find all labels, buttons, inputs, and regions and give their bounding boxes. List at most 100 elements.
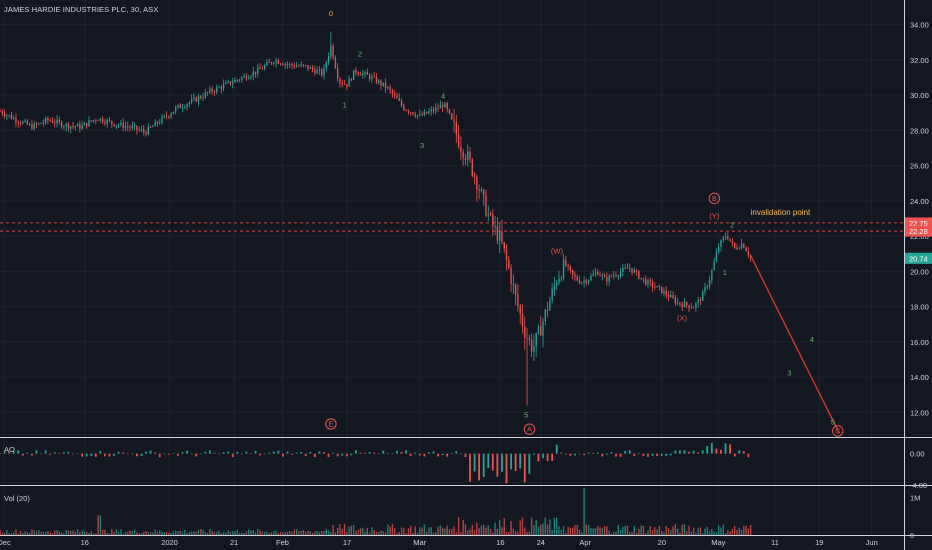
ao-bar [528, 453, 531, 474]
volume-bar [170, 532, 172, 535]
candle-body [708, 279, 711, 287]
volume-bar [556, 517, 558, 535]
volume-bar [654, 527, 656, 535]
volume-bar [316, 531, 318, 535]
volume-bar [81, 530, 83, 535]
volume-bar [179, 530, 181, 535]
candle-body [350, 78, 353, 81]
invalidation-label: invalidation point [751, 208, 811, 217]
candle-body [28, 124, 31, 125]
volume-bar [489, 528, 492, 535]
volume-bar [699, 527, 702, 535]
volume-bar [638, 528, 640, 535]
volume-bar [270, 532, 273, 535]
volume-bar [396, 533, 398, 535]
volume-bar [535, 520, 537, 535]
candle-body [332, 45, 334, 58]
candle-body [695, 303, 697, 308]
volume-bar [676, 528, 679, 535]
candle-body [414, 114, 416, 117]
candle-body [321, 69, 323, 76]
ao-bar [350, 453, 353, 456]
ao-bar [432, 451, 435, 454]
candle-body [483, 189, 485, 196]
volume-bar [467, 530, 469, 535]
volume-bar [435, 532, 437, 535]
projection-line[interactable] [750, 255, 841, 434]
candle-body [670, 294, 672, 298]
candle-body [113, 123, 115, 127]
volume-bar [263, 531, 266, 535]
volume-bar [629, 532, 631, 535]
candle-body [284, 63, 286, 66]
wave-label: (W) [551, 247, 564, 256]
ao-bar [532, 453, 535, 455]
ao-bar [710, 442, 713, 454]
volume-bar [601, 528, 604, 535]
candle-body [136, 125, 138, 130]
volume-bar [202, 529, 204, 535]
volume-bar [209, 529, 211, 535]
candle-body [462, 151, 464, 158]
volume-bar [651, 530, 654, 535]
time-tick-label: 19 [815, 538, 823, 547]
ao-bar [186, 450, 188, 454]
volume-bar [97, 515, 99, 535]
volume-bar [336, 527, 339, 535]
ao-bar [104, 453, 106, 457]
ao-bar [323, 452, 325, 454]
time-tick-label: Feb [276, 538, 289, 547]
candle-body [704, 287, 706, 292]
ao-bar [131, 453, 134, 455]
volume-bar [455, 532, 458, 535]
volume-bar [302, 530, 305, 535]
volume-bar [254, 532, 257, 535]
candle-body [480, 189, 483, 191]
volume-bar [510, 521, 512, 535]
volume-bar [346, 531, 348, 535]
volume-bar [722, 524, 724, 535]
volume-bar [425, 531, 428, 535]
volume-bar [88, 532, 90, 535]
ao-bar [3, 451, 6, 454]
candle-body [204, 92, 207, 98]
volume-bar [252, 529, 254, 535]
volume-indicator-label[interactable]: Vol (20) [4, 494, 30, 503]
ao-bar [154, 452, 157, 454]
candle-body [316, 70, 318, 74]
volume-bar [574, 524, 576, 535]
volume-bar [49, 532, 51, 535]
ao-bar [245, 451, 248, 454]
volume-bar [206, 532, 209, 535]
candle-body [368, 74, 371, 80]
ao-bar [117, 451, 120, 454]
volume-bar [311, 532, 314, 535]
volume-bar [718, 525, 720, 535]
volume-bar [681, 524, 683, 535]
wave-label: 5 [831, 418, 835, 427]
volume-bar [138, 533, 140, 535]
volume-bar [478, 528, 480, 535]
candle-body [211, 88, 213, 92]
volume-bar [359, 528, 362, 535]
volume-bar [3, 532, 6, 535]
volume-bar [453, 526, 455, 535]
candle-body [656, 285, 658, 288]
candle-body [521, 313, 524, 327]
ao-indicator-label[interactable]: AO [4, 445, 15, 454]
volume-bar [76, 529, 79, 535]
volume-bar [498, 520, 501, 535]
volume-bar [259, 530, 261, 535]
volume-bar [174, 530, 177, 535]
candle-body [143, 129, 145, 132]
wave-label: 1 [723, 268, 727, 277]
candle-body [681, 304, 683, 308]
ao-bar [601, 453, 604, 457]
volume-bar [558, 526, 560, 535]
candle-body [745, 247, 747, 252]
volume-bar [674, 523, 677, 535]
volume-bar [186, 532, 188, 535]
volume-bar [432, 532, 435, 535]
volume-bar [6, 529, 8, 535]
